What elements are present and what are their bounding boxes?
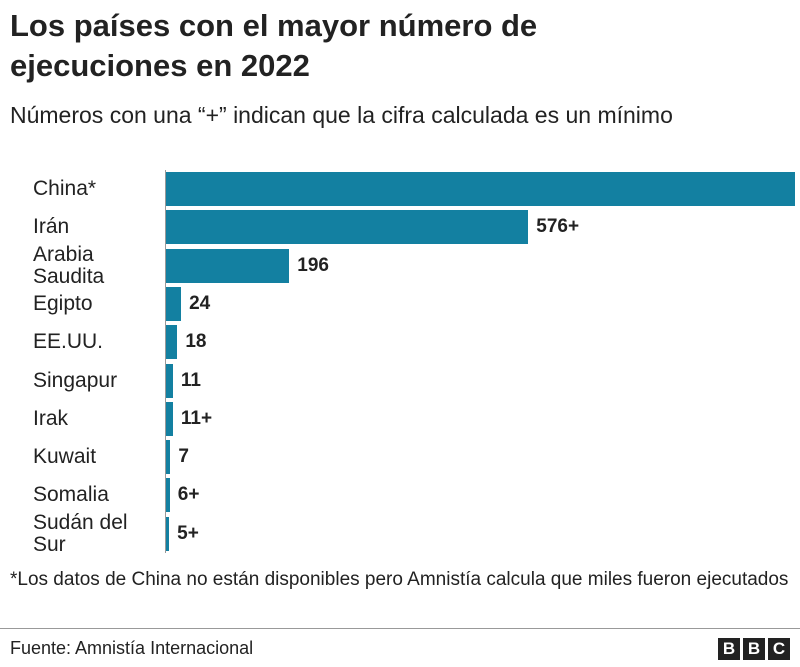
- logo-letter: B: [743, 638, 765, 660]
- bar: [166, 248, 290, 283]
- bar: [166, 478, 170, 513]
- category-label: Singapur: [33, 368, 118, 392]
- category-label: Arabia Saudita: [33, 242, 105, 288]
- bar: [166, 325, 178, 360]
- value-label: 6+: [177, 484, 200, 506]
- value-label: 7: [178, 446, 189, 468]
- category-label: China*: [33, 177, 97, 200]
- category-label: EE.UU.: [33, 330, 104, 354]
- bar: [166, 286, 182, 321]
- footnote: *Los datos de China no están disponibles…: [10, 569, 789, 590]
- source: Fuente: Amnistía Internacional: [10, 638, 254, 658]
- category-label: Kuwait: [33, 445, 97, 469]
- category-label: Egipto: [33, 291, 93, 315]
- value-label: 576+: [536, 216, 580, 238]
- bar: [166, 363, 173, 398]
- logo-letter: B: [718, 638, 740, 660]
- chart-title: Los países con el mayor número de ejecuc…: [10, 8, 538, 83]
- bar: [166, 516, 170, 551]
- divider: [0, 628, 800, 629]
- bar: [166, 172, 795, 206]
- logo-letter: C: [768, 638, 790, 660]
- chart-subtitle: Números con una “+” indican que la cifra…: [10, 102, 673, 128]
- bar: [166, 210, 529, 245]
- bar: [166, 401, 173, 436]
- value-label: 196: [297, 254, 329, 276]
- category-label: Irak: [33, 406, 69, 430]
- baseline: [165, 170, 166, 553]
- category-label: Irán: [33, 215, 70, 239]
- category-label: Somalia: [33, 483, 109, 507]
- value-label: 5+: [177, 522, 199, 544]
- value-label: 18: [185, 331, 207, 353]
- value-label: 24: [189, 292, 211, 314]
- value-label: 11+: [180, 407, 213, 429]
- value-label: 11: [180, 369, 201, 391]
- bar: [166, 440, 171, 475]
- category-label: Sudán del Sur: [33, 510, 128, 556]
